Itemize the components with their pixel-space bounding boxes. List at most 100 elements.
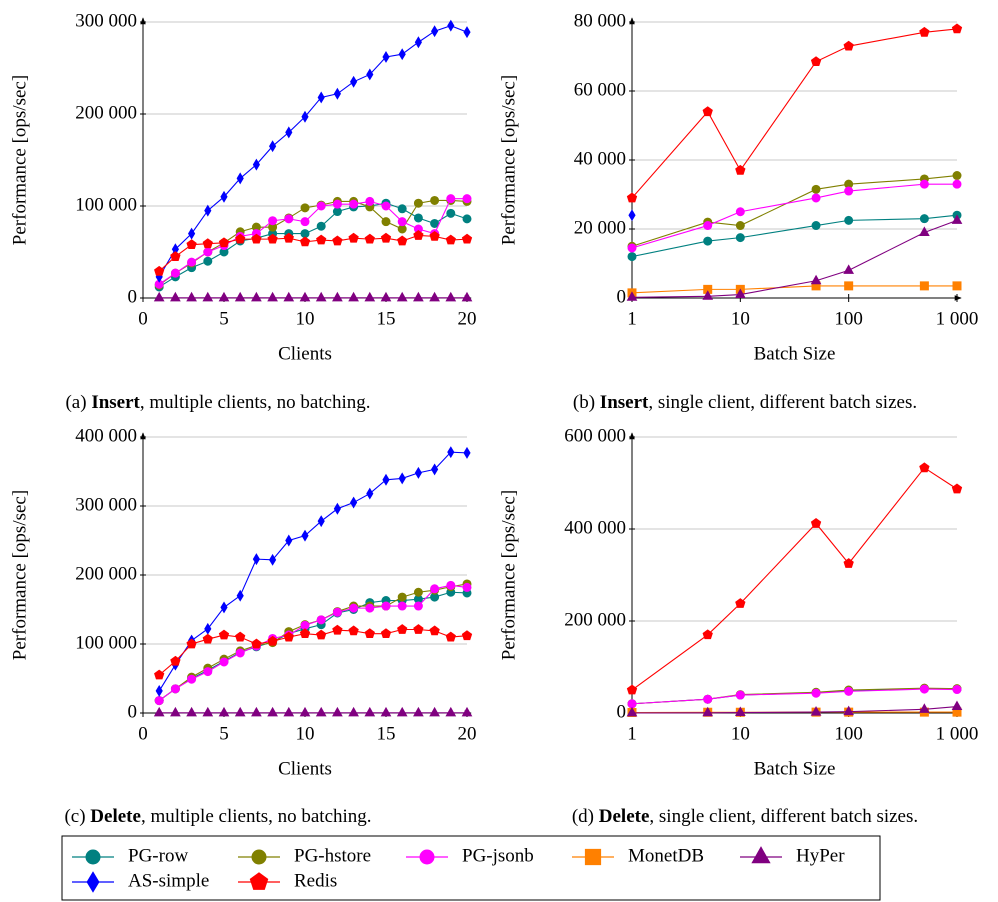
point [397, 217, 407, 227]
point [951, 214, 963, 224]
point [332, 207, 342, 217]
point [218, 706, 230, 717]
point [251, 638, 262, 649]
x-axis-label: Clients [278, 758, 332, 779]
point [316, 234, 327, 245]
point [431, 25, 439, 38]
y-tick-label: 0 [128, 286, 138, 307]
series-line [631, 285, 957, 294]
point [811, 688, 821, 698]
caption-label: (a) [65, 392, 86, 413]
x-tick-label: 100 [834, 723, 863, 744]
point [333, 87, 341, 100]
point [397, 592, 407, 602]
point [332, 291, 343, 302]
caption-bold: Delete [90, 806, 141, 827]
point [413, 706, 424, 717]
caption-text: , multiple clients, no batching. [140, 392, 371, 413]
point [316, 221, 326, 231]
point [366, 68, 374, 81]
y-tick-label: 100 000 [75, 632, 137, 653]
point [317, 515, 325, 528]
point [155, 684, 163, 697]
point [269, 553, 277, 566]
point [153, 706, 165, 717]
point [397, 235, 408, 246]
point [203, 256, 213, 266]
point [235, 233, 246, 244]
point [446, 208, 456, 218]
point [220, 190, 228, 203]
point [626, 684, 638, 695]
y-axis-label: Performance [ops/sec] [498, 75, 519, 245]
caption: (a) Insert, multiple clients, no batchin… [65, 392, 370, 413]
caption-text: , single client, different batch sizes. [649, 806, 918, 827]
point [381, 201, 391, 211]
series-line [158, 451, 468, 692]
legend-label: MonetDB [628, 845, 704, 866]
point [843, 264, 855, 274]
point [332, 235, 343, 246]
y-tick-label: 0 [617, 286, 627, 307]
chart: 0 100 000 200 000 300 000 400 000 0 5 10 15 20 Per… [9, 425, 476, 827]
chart: 0 200 000 400 000 600 000 1 10 100 1 000 Perform… [498, 425, 978, 827]
point [315, 706, 327, 717]
point [462, 582, 472, 592]
x-tick-label: 1 [627, 308, 637, 329]
point [843, 705, 855, 716]
point [413, 198, 423, 208]
point [627, 243, 637, 253]
x-tick-label: 1 000 [936, 308, 979, 329]
point [300, 620, 310, 630]
point [283, 291, 295, 302]
point [919, 281, 929, 291]
point [202, 706, 214, 717]
point [170, 655, 181, 666]
point [810, 706, 822, 716]
point [735, 690, 745, 700]
caption: (c) Delete, multiple clients, no batchin… [64, 806, 371, 827]
point [461, 706, 473, 717]
point [267, 706, 278, 717]
series-line [631, 688, 958, 705]
point [703, 221, 713, 231]
point [365, 603, 375, 613]
point [810, 518, 822, 528]
point [702, 629, 713, 640]
y-tick-label: 80 000 [574, 10, 626, 31]
point [348, 232, 359, 243]
point [267, 635, 278, 646]
point [413, 624, 424, 634]
point [186, 638, 197, 649]
point [364, 291, 376, 302]
legend-label: HyPer [796, 845, 845, 866]
point [380, 291, 392, 302]
point [300, 229, 310, 239]
point [445, 234, 456, 245]
point [187, 257, 197, 267]
point [952, 179, 962, 189]
point [202, 291, 214, 302]
series-line [631, 688, 958, 705]
point [349, 199, 359, 209]
legend-box [61, 835, 881, 901]
x-tick-label: 5 [219, 308, 229, 329]
point [446, 194, 456, 204]
point [429, 706, 440, 717]
point [269, 140, 277, 153]
point [218, 237, 230, 248]
point [398, 48, 406, 61]
point [170, 706, 181, 717]
legend-marker [751, 846, 771, 864]
series-line [631, 183, 957, 249]
point [236, 589, 244, 602]
point [844, 281, 854, 291]
point [396, 706, 408, 717]
y-tick-label: 200 000 [75, 102, 137, 123]
point [397, 224, 407, 234]
point [301, 110, 309, 123]
point [735, 164, 746, 175]
point [349, 603, 359, 613]
point [414, 36, 422, 49]
point [283, 232, 294, 243]
